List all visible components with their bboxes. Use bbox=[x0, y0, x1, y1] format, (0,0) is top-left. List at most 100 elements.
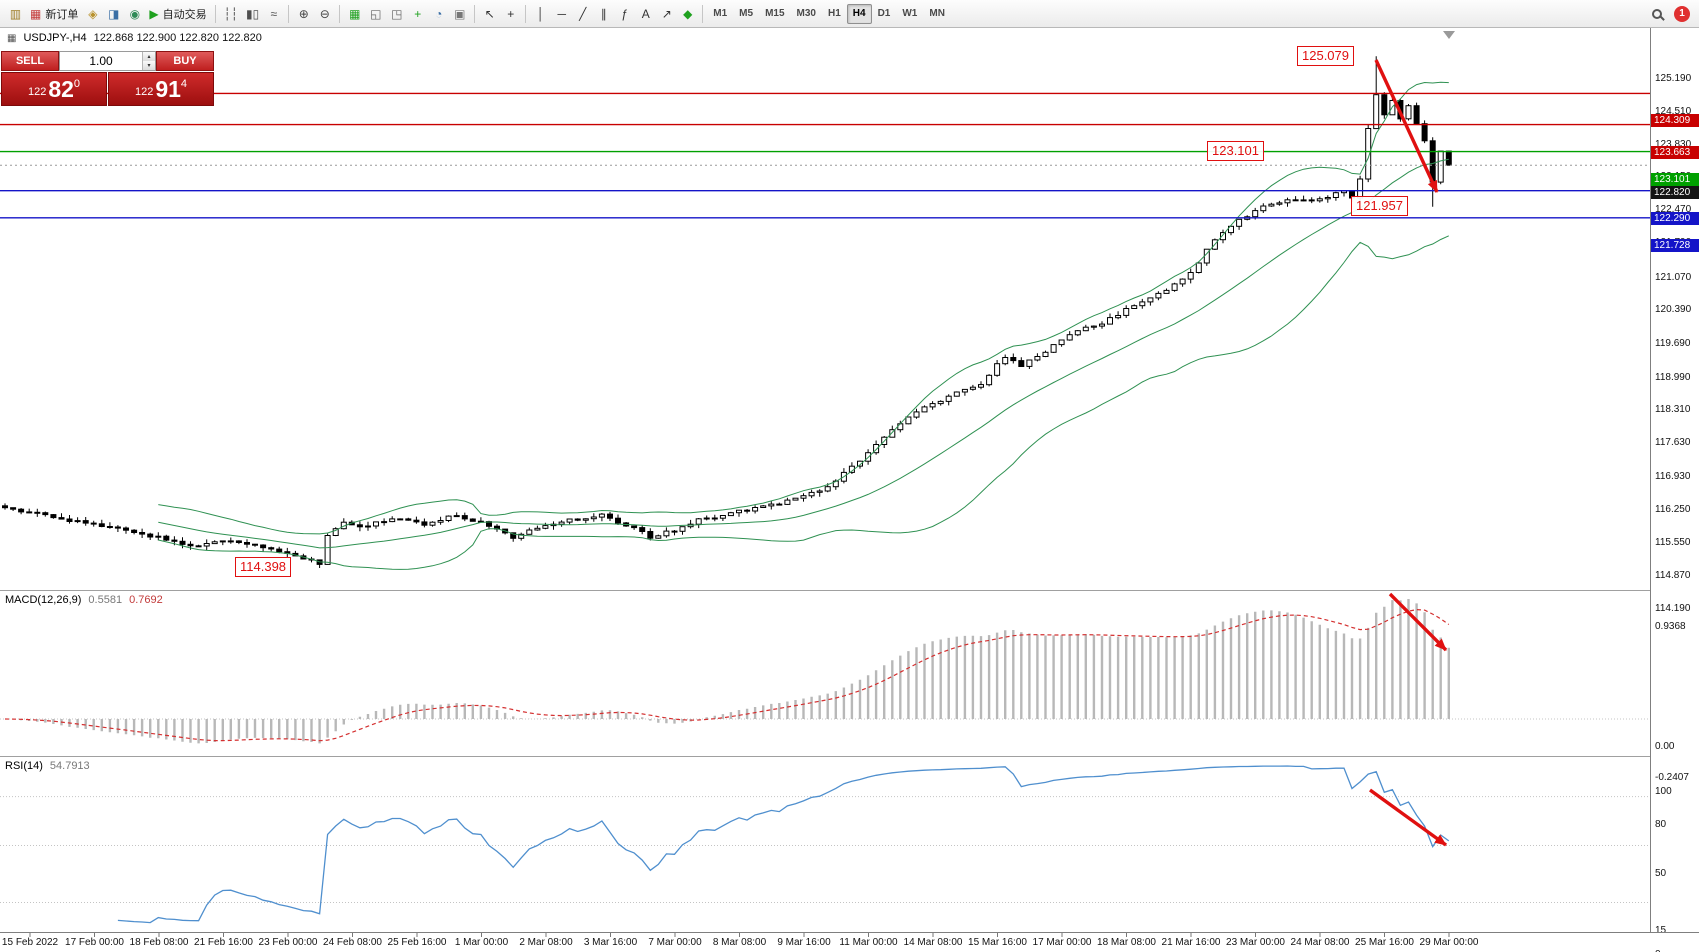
add-indicator-icon: + bbox=[414, 6, 422, 21]
candle bbox=[1058, 339, 1065, 346]
timeframe-mn-button[interactable]: MN bbox=[929, 8, 945, 19]
bar-chart-button[interactable]: ┆┆ bbox=[220, 3, 242, 25]
auto-trading-button[interactable]: ▶ 自动交易 bbox=[145, 3, 210, 25]
trend-arrow-2[interactable] bbox=[1388, 592, 1448, 652]
volume-input[interactable]: 1.00 bbox=[89, 54, 113, 68]
fibonacci-button[interactable]: ƒ bbox=[614, 3, 635, 25]
price-axis-label: 122.470 bbox=[1655, 204, 1692, 215]
timeframe-h1-button[interactable]: H1 bbox=[827, 8, 841, 19]
crosshair-icon: + bbox=[507, 6, 515, 21]
timeframe-m30-button[interactable]: M30 bbox=[796, 8, 816, 19]
timeframe-m5-button[interactable]: M5 bbox=[739, 8, 754, 19]
line-chart-button[interactable]: ≈ bbox=[263, 3, 284, 25]
buy-button[interactable]: BUY bbox=[156, 51, 214, 71]
candle bbox=[123, 527, 129, 531]
ask-point: 4 bbox=[180, 77, 188, 90]
new-chart-button[interactable]: ▥ bbox=[5, 3, 26, 25]
macd-name: MACD(12,26,9) bbox=[5, 594, 82, 606]
candle bbox=[10, 507, 17, 510]
candle bbox=[1018, 360, 1025, 368]
annotation-bottom[interactable]: 114.398 bbox=[235, 557, 292, 577]
timeframe-h4-button[interactable]: H4 bbox=[846, 3, 872, 24]
candle bbox=[711, 517, 718, 520]
time-axis-label: 18 Mar 08:00 bbox=[1097, 937, 1156, 948]
new-order-button[interactable]: ▦ 新订单 bbox=[26, 3, 82, 25]
toolbar-separator bbox=[525, 4, 527, 23]
timeframe-m15-button[interactable]: M15 bbox=[765, 8, 785, 19]
candle bbox=[74, 520, 81, 523]
price-axis-label: 119.690 bbox=[1655, 338, 1691, 349]
macd-main-value: 0.5581 bbox=[88, 594, 123, 606]
price-axis-label: 116.930 bbox=[1655, 471, 1691, 482]
volume-increase-button[interactable]: ▴ bbox=[143, 52, 155, 61]
time-axis-label: 15 Feb 2022 bbox=[1, 937, 59, 948]
candlestick-chart-button[interactable]: ▮▯ bbox=[242, 3, 263, 25]
annotation-peak[interactable]: 125.079 bbox=[1297, 46, 1354, 66]
time-scale[interactable]: 15 Feb 2022 17 Feb 00:00 18 Feb 08:00 21 Fe… bbox=[0, 932, 1699, 952]
annotation-level-mid[interactable]: 123.101 bbox=[1207, 141, 1264, 161]
tile-windows-button[interactable]: ▦ bbox=[344, 3, 365, 25]
candle bbox=[663, 530, 670, 537]
buy-price-button[interactable]: 122 91 4 bbox=[108, 72, 214, 106]
price-axis-label: 118.310 bbox=[1655, 404, 1691, 415]
rsi-scale-label: 100 bbox=[1655, 786, 1672, 797]
candle bbox=[921, 406, 928, 413]
market-watch-button[interactable]: ◨ bbox=[103, 3, 124, 25]
cascade-windows-button[interactable]: ◳ bbox=[386, 3, 407, 25]
vertical-line-button[interactable]: │ bbox=[530, 3, 551, 25]
zoom-in-button[interactable]: ⊕ bbox=[293, 3, 314, 25]
timeframe-w1-button[interactable]: W1 bbox=[902, 8, 918, 19]
search-icon[interactable] bbox=[1652, 8, 1662, 19]
candle bbox=[1316, 198, 1323, 202]
notification-badge[interactable]: 1 bbox=[1674, 5, 1690, 22]
candle bbox=[235, 540, 242, 544]
price-axis-label: 116.250 bbox=[1655, 504, 1691, 515]
arrows-tool-button[interactable]: ↗ bbox=[656, 3, 677, 25]
candle bbox=[1026, 359, 1033, 367]
trendline-button[interactable]: ╱ bbox=[572, 3, 593, 25]
rsi-panel-surface[interactable] bbox=[0, 758, 1650, 932]
crosshair-button[interactable]: + bbox=[500, 3, 521, 25]
candle bbox=[1308, 199, 1315, 202]
macd-layer bbox=[0, 599, 1650, 744]
macd-scale-label: -0.2407 bbox=[1655, 772, 1689, 783]
annotation-swing-low[interactable]: 121.957 bbox=[1351, 196, 1408, 216]
equidistant-channel-button[interactable]: ∥ bbox=[593, 3, 614, 25]
price-axis-label: 114.870 bbox=[1655, 570, 1691, 581]
timeframe-d1-button[interactable]: D1 bbox=[877, 8, 891, 19]
sell-button[interactable]: SELL bbox=[1, 51, 59, 71]
candle bbox=[405, 518, 412, 521]
templates-button[interactable]: ▣ bbox=[449, 3, 470, 25]
candle bbox=[607, 513, 613, 519]
macd-panel-surface[interactable] bbox=[0, 592, 1650, 756]
candle bbox=[1090, 325, 1097, 328]
arrange-windows-button[interactable]: ◱ bbox=[365, 3, 386, 25]
bid-point: 0 bbox=[73, 77, 81, 90]
price-chart-surface[interactable] bbox=[0, 28, 1650, 590]
market-watch-icon: ◨ bbox=[108, 6, 120, 21]
chart-profiles-button[interactable]: ◈ bbox=[82, 3, 103, 25]
candle bbox=[50, 514, 57, 519]
cursor-button[interactable]: ↖ bbox=[479, 3, 500, 25]
one-click-trading-panel: SELL 1.00 ▴ ▾ BUY 122 82 0 122 91 4 bbox=[1, 51, 214, 106]
add-indicator-button[interactable]: + bbox=[407, 3, 428, 25]
volume-decrease-button[interactable]: ▾ bbox=[143, 61, 155, 70]
price-scale[interactable]: 125.190124.510123.830123.150122.470121.7… bbox=[1650, 28, 1699, 952]
sell-price-button[interactable]: 122 82 0 bbox=[1, 72, 107, 106]
trend-arrow-1[interactable] bbox=[1374, 59, 1439, 193]
candle bbox=[195, 545, 202, 548]
text-tool-button[interactable]: A bbox=[635, 3, 656, 25]
rsi-value: 54.7913 bbox=[49, 760, 90, 772]
macd-histogram bbox=[11, 599, 1450, 744]
navigator-button[interactable]: ◉ bbox=[124, 3, 145, 25]
macd-signal-line bbox=[4, 608, 1450, 742]
shapes-tool-button[interactable]: ◆ bbox=[677, 3, 698, 25]
candle bbox=[171, 539, 178, 542]
chart-shift-marker[interactable] bbox=[1443, 31, 1455, 39]
zoom-out-button[interactable]: ⊖ bbox=[314, 3, 335, 25]
trend-arrow-3[interactable] bbox=[1369, 788, 1447, 847]
horizontal-line-button[interactable]: ─ bbox=[551, 3, 572, 25]
periods-button[interactable]: ◔ bbox=[428, 3, 449, 25]
timeframe-m1-button[interactable]: M1 bbox=[713, 8, 728, 19]
time-axis-label: 1 Mar 00:00 bbox=[454, 937, 509, 948]
